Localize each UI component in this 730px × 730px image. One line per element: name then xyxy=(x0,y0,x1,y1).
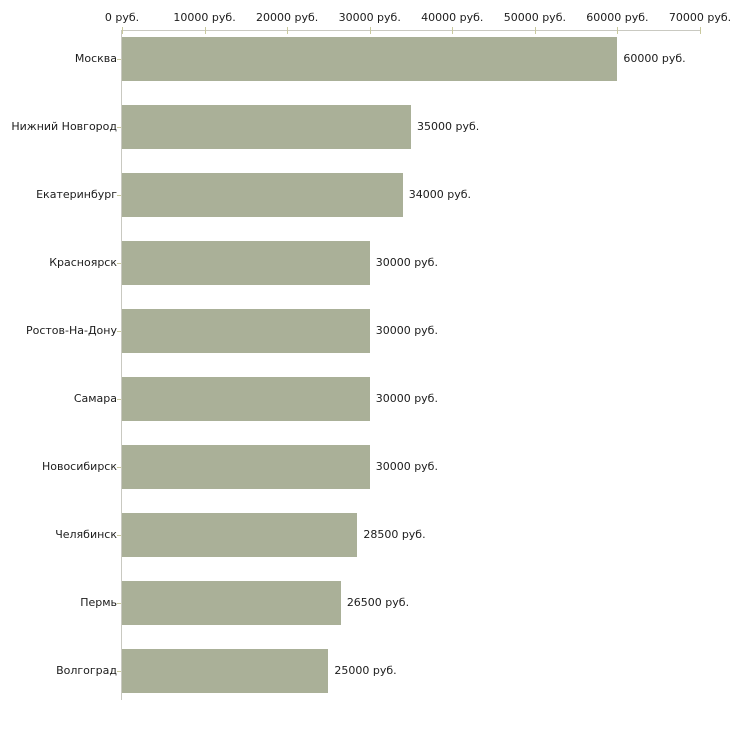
bar-4 xyxy=(122,241,370,285)
x-axis-tick xyxy=(369,27,371,34)
bar-3 xyxy=(122,173,403,217)
value-label: 34000 руб. xyxy=(408,188,471,201)
bar-2 xyxy=(122,105,411,149)
value-label: 30000 руб. xyxy=(375,460,438,473)
value-label: 30000 руб. xyxy=(375,324,438,337)
category-tick xyxy=(117,399,121,400)
value-label: 25000 руб. xyxy=(334,664,397,677)
category-label: Нижний Новгород xyxy=(11,120,117,133)
value-label: 60000 руб. xyxy=(623,52,686,65)
x-axis-tick xyxy=(122,27,123,34)
category-label: Ростов-На-Дону xyxy=(25,324,117,337)
x-axis-line xyxy=(122,30,700,31)
category-label: Пермь xyxy=(80,596,117,609)
category-label: Челябинск xyxy=(55,528,117,541)
category-label: Самара xyxy=(73,392,117,405)
bar-5 xyxy=(122,309,370,353)
category-tick xyxy=(117,195,121,196)
category-label: Новосибирск xyxy=(41,460,117,473)
value-label: 28500 руб. xyxy=(363,528,426,541)
value-label: 35000 руб. xyxy=(417,120,480,133)
category-label: Москва xyxy=(74,52,117,65)
y-axis-line xyxy=(121,30,122,700)
category-tick xyxy=(117,671,121,672)
category-tick xyxy=(117,535,121,536)
x-axis-tick-label: 50000 руб. xyxy=(503,11,566,24)
x-axis-tick xyxy=(617,27,619,34)
x-axis-tick-label: 0 руб. xyxy=(104,11,140,24)
category-label: Волгоград xyxy=(56,664,117,677)
bar-6 xyxy=(122,377,370,421)
x-axis-tick xyxy=(287,27,289,34)
bar-1 xyxy=(122,37,618,81)
category-label: Екатеринбург xyxy=(36,188,117,201)
x-axis-tick xyxy=(452,27,454,34)
value-label: 30000 руб. xyxy=(375,392,438,405)
category-tick xyxy=(117,263,121,264)
category-tick xyxy=(117,127,121,128)
x-axis-tick-label: 10000 руб. xyxy=(173,11,236,24)
bar-8 xyxy=(122,513,358,557)
category-tick xyxy=(117,331,121,332)
x-axis-tick xyxy=(204,27,206,34)
x-axis-tick xyxy=(534,27,536,34)
x-axis-tick xyxy=(700,27,701,34)
value-label: 26500 руб. xyxy=(346,596,410,609)
bar-7 xyxy=(122,445,370,489)
category-tick xyxy=(117,59,121,60)
category-label: Красноярск xyxy=(49,256,117,269)
x-axis-tick-label: 70000 руб. xyxy=(668,11,730,24)
category-tick xyxy=(117,467,121,468)
x-axis-tick-label: 40000 руб. xyxy=(421,11,484,24)
x-axis-tick-label: 20000 руб. xyxy=(256,11,319,24)
bar-10 xyxy=(122,649,329,693)
x-axis-tick-label: 30000 руб. xyxy=(338,11,401,24)
bar-9 xyxy=(122,581,341,625)
category-tick xyxy=(117,603,121,604)
value-label: 30000 руб. xyxy=(375,256,438,269)
x-axis-tick-label: 60000 руб. xyxy=(586,11,649,24)
